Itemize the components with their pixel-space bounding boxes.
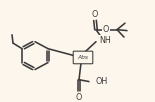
Text: O: O: [92, 10, 98, 19]
Text: NH: NH: [99, 36, 111, 45]
Text: Abs: Abs: [78, 55, 89, 60]
Text: OH: OH: [95, 77, 107, 86]
Text: O: O: [103, 25, 109, 34]
FancyBboxPatch shape: [73, 51, 93, 64]
Text: O: O: [76, 93, 82, 102]
